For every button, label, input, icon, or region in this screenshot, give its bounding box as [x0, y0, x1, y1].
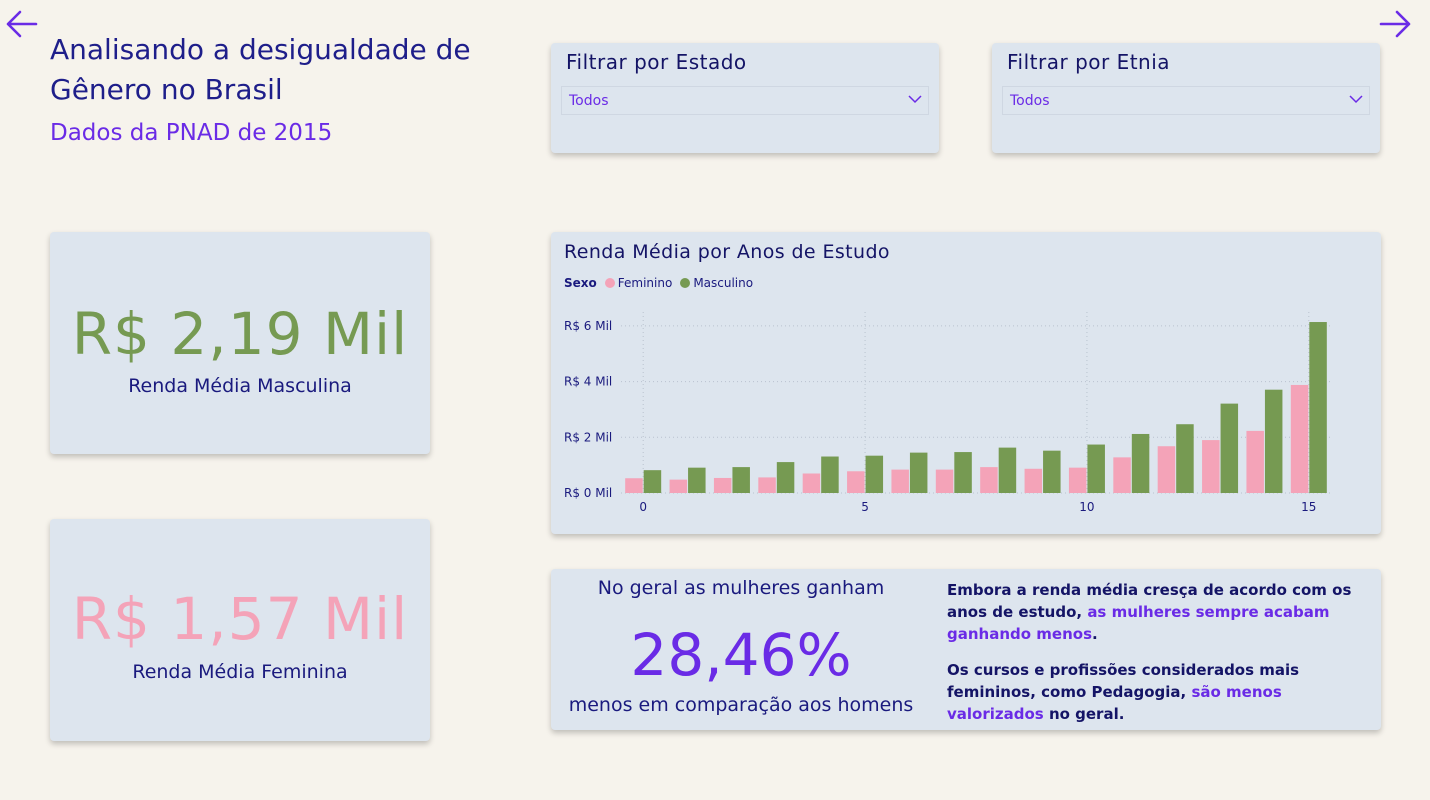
- bar-feminino-7: [935, 469, 954, 493]
- chart-legend: Sexo Feminino Masculino: [564, 276, 761, 290]
- insight-top-text: No geral as mulheres ganham: [597, 577, 885, 599]
- legend-label-female: Feminino: [617, 276, 673, 290]
- bar-feminino-13: [1202, 440, 1220, 493]
- chevron-down-icon: [908, 95, 922, 104]
- legend-dot-male: [680, 278, 691, 288]
- bar-masculino-7: [954, 452, 972, 493]
- insight-p1-highlight: as mulheres sempre acabam ganhando menos: [947, 603, 1330, 643]
- male-income-label: Renda Média Masculina: [128, 375, 352, 397]
- ethnicity-filter-card: Filtrar por Etnia Todos: [992, 43, 1380, 153]
- y-tick-label: R$ 0 Mil: [564, 486, 612, 500]
- ethnicity-filter-title: Filtrar por Etnia: [1007, 50, 1171, 74]
- bar-masculino-15: [1309, 322, 1327, 493]
- x-tick-label: 5: [861, 500, 869, 514]
- back-arrow-icon[interactable]: [2, 4, 42, 44]
- female-income-value: R$ 1,57 Mil: [71, 585, 409, 653]
- ethnicity-filter-value: Todos: [1010, 93, 1050, 109]
- state-filter-value: Todos: [569, 93, 609, 109]
- legend-label-male: Masculino: [693, 276, 754, 290]
- state-filter-card: Filtrar por Estado Todos: [551, 43, 939, 153]
- x-tick-label: 10: [1079, 500, 1094, 514]
- insight-card: No geral as mulheres ganham 28,46% menos…: [551, 569, 1381, 730]
- bar-feminino-8: [980, 467, 998, 493]
- bar-masculino-10: [1087, 444, 1105, 493]
- y-tick-label: R$ 6 Mil: [564, 319, 612, 333]
- bar-feminino-6: [891, 469, 909, 493]
- bar-feminino-2: [713, 477, 732, 493]
- y-tick-label: R$ 2 Mil: [564, 430, 612, 444]
- x-tick-label: 15: [1301, 500, 1316, 514]
- insight-paragraph-1: Embora a renda média cresça de acordo co…: [947, 579, 1367, 645]
- bar-feminino-15: [1290, 384, 1309, 493]
- bar-masculino-14: [1264, 389, 1283, 493]
- insight-bottom-text: menos em comparação aos homens: [568, 694, 914, 716]
- insight-p2-highlight: são menos valorizados: [947, 683, 1282, 723]
- ethnicity-filter-dropdown[interactable]: Todos: [1002, 86, 1370, 115]
- bar-feminino-10: [1068, 467, 1087, 493]
- bar-masculino-13: [1220, 403, 1239, 493]
- bar-masculino-2: [732, 467, 750, 493]
- bar-masculino-9: [1043, 450, 1061, 493]
- insight-explanation: Embora a renda média cresça de acordo co…: [947, 579, 1367, 739]
- insight-p1-text: Embora a renda média cresça de acordo co…: [947, 581, 1352, 621]
- bar-feminino-9: [1024, 468, 1043, 493]
- bar-masculino-5: [865, 455, 884, 493]
- bar-masculino-6: [909, 452, 928, 493]
- male-income-card: R$ 2,19 Mil Renda Média Masculina: [50, 232, 430, 454]
- bar-feminino-1: [669, 479, 688, 493]
- insight-percent: 28,46%: [630, 621, 852, 689]
- bar-masculino-3: [776, 462, 795, 493]
- bar-feminino-14: [1246, 430, 1264, 493]
- insight-p2-text: Os cursos e profissões considerados mais…: [947, 661, 1300, 701]
- bar-feminino-12: [1157, 446, 1176, 493]
- bar-feminino-0: [625, 478, 643, 493]
- bar-masculino-0: [643, 470, 662, 493]
- female-income-label: Renda Média Feminina: [132, 661, 348, 683]
- x-tick-label: 0: [639, 500, 647, 514]
- legend-item-male[interactable]: Masculino: [680, 276, 753, 290]
- income-by-study-chart: R$ 0 Mil R$ 2 Mil R$ 4 Mil R$ 6 Mil 0 5 10 15 R…: [551, 232, 1381, 534]
- insight-p1-end: .: [1092, 625, 1098, 643]
- bar-masculino-4: [821, 456, 839, 493]
- bar-masculino-12: [1176, 424, 1194, 493]
- bar-feminino-11: [1113, 457, 1131, 493]
- y-tick-label: R$ 4 Mil: [564, 375, 612, 389]
- legend-item-female[interactable]: Feminino: [604, 276, 673, 290]
- male-income-value: R$ 2,19 Mil: [71, 300, 409, 368]
- state-filter-title: Filtrar por Estado: [566, 50, 747, 74]
- female-income-card: R$ 1,57 Mil Renda Média Feminina: [50, 519, 430, 741]
- bar-masculino-1: [688, 467, 706, 493]
- bar-masculino-11: [1131, 433, 1150, 493]
- page-subtitle: Dados da PNAD de 2015: [50, 120, 333, 146]
- bar-feminino-3: [758, 477, 776, 493]
- page-title: Analisando a desigualdade de Gênero no B…: [50, 33, 471, 106]
- legend-dot-female: [604, 278, 615, 288]
- insight-p2-end: no geral.: [1043, 705, 1125, 723]
- bar-feminino-5: [847, 471, 865, 493]
- bar-feminino-4: [802, 473, 821, 493]
- insight-paragraph-2: Os cursos e profissões considerados mais…: [947, 659, 1367, 725]
- chart-plot: R$ 0 Mil R$ 2 Mil R$ 4 Mil R$ 6 Mil 0 5 10 15: [564, 312, 1331, 514]
- chart-title: Renda Média por Anos de Estudo: [564, 241, 890, 263]
- state-filter-dropdown[interactable]: Todos: [561, 86, 929, 115]
- bar-masculino-8: [998, 447, 1017, 493]
- chevron-down-icon: [1349, 95, 1363, 104]
- legend-title: Sexo: [564, 276, 597, 290]
- forward-arrow-icon[interactable]: [1375, 4, 1415, 44]
